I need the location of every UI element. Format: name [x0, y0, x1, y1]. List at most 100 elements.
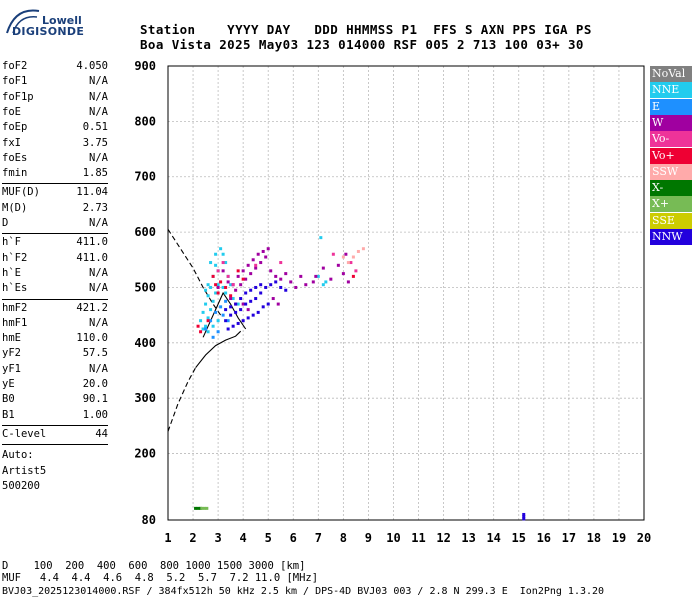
point-e — [214, 310, 218, 314]
param-row: yE 20.0 — [2, 378, 108, 392]
param-key: h`E — [2, 266, 21, 279]
point-nne — [316, 274, 320, 278]
footer-muf-row: MUF 4.4 4.4 4.6 4.8 5.2 5.7 7.2 11.0 [MH… — [2, 572, 319, 584]
point-nne — [219, 247, 223, 251]
point-w — [234, 288, 238, 292]
x-tick-label: 19 — [612, 531, 626, 545]
param-key: fmin — [2, 167, 28, 180]
point-w — [304, 283, 308, 287]
point-w — [241, 302, 245, 306]
param-key: M(D) — [2, 201, 28, 214]
point-nnw — [266, 302, 270, 306]
param-value: N/A — [89, 151, 108, 164]
param-key: fxI — [2, 136, 21, 149]
param-value: 3.75 — [82, 136, 108, 149]
point-vo- — [254, 263, 258, 267]
point-vo+ — [206, 319, 210, 323]
point-nne — [211, 299, 215, 303]
point-nnw — [229, 313, 233, 317]
point-w — [311, 280, 315, 284]
x-tick-label: 11 — [411, 531, 425, 545]
x-tick-label: 1 — [164, 531, 171, 545]
param-key: yF2 — [2, 347, 21, 360]
point-nnw — [256, 310, 260, 314]
point-w — [344, 252, 348, 256]
point-w — [261, 249, 265, 253]
point-w — [289, 280, 293, 284]
point-e — [216, 330, 220, 334]
param-key: C-level — [2, 427, 47, 440]
point-nne — [209, 261, 213, 265]
param-row: hmE 110.0 — [2, 332, 108, 346]
point-nnw — [522, 512, 526, 516]
param-row: fmin 1.85 — [2, 167, 108, 181]
point-x- — [196, 506, 200, 510]
point-ssw — [361, 247, 365, 251]
param-row: h`Es N/A — [2, 282, 108, 296]
param-key: yE — [2, 378, 15, 390]
point-nne — [231, 297, 235, 301]
point-x- — [194, 506, 198, 510]
point-w — [251, 258, 255, 262]
logo-arc-icon — [6, 9, 40, 34]
param-value: 90.1 — [82, 393, 108, 406]
point-w — [226, 280, 230, 284]
point-w — [346, 280, 350, 284]
point-vo+ — [211, 274, 215, 278]
param-row: h`F 411.0 — [2, 236, 108, 250]
point-w — [276, 302, 280, 306]
point-nnw — [244, 302, 248, 306]
param-row: h`F2 411.0 — [2, 252, 108, 266]
point-e — [211, 335, 215, 339]
point-nne — [214, 263, 218, 267]
point-nnw — [251, 313, 255, 317]
param-value: 0.51 — [82, 121, 108, 134]
point-vo+ — [196, 324, 200, 328]
point-w — [284, 272, 288, 276]
param-key: h`F — [2, 236, 21, 249]
point-nne — [206, 294, 210, 298]
point-nne — [204, 288, 208, 292]
param-key: foF1p — [2, 90, 34, 103]
point-vo+ — [224, 285, 228, 289]
point-ssw — [346, 261, 350, 265]
legend: NoVal NNE E W Vo- Vo+ SSW X- X+ SSE NNW — [650, 66, 692, 246]
point-vo+ — [241, 277, 245, 281]
ionogram-chart: 1 2 3 4 5 6 7 8 9 10 11 12 13 14 15 16 17 18 19 20802003004… — [134, 59, 651, 545]
param-value: N/A — [89, 105, 108, 118]
point-nnw — [261, 305, 265, 309]
divider — [2, 444, 108, 446]
point-w — [239, 283, 243, 287]
divider — [2, 183, 108, 185]
point-w — [244, 277, 248, 281]
param-key: foF1 — [2, 75, 28, 88]
param-row: D N/A — [2, 217, 108, 231]
point-vo- — [221, 261, 225, 265]
x-tick-label: 13 — [461, 531, 475, 545]
point-nnw — [249, 299, 253, 303]
logo-brand: Lowell — [42, 14, 82, 27]
legend-item-w: W — [650, 114, 692, 131]
point-nne — [321, 283, 325, 287]
point-w — [279, 277, 283, 281]
legend-item-nne: NNE — [650, 82, 692, 99]
point-nnw — [239, 297, 243, 301]
point-vo- — [231, 283, 235, 287]
param-value: 20.0 — [82, 378, 108, 390]
param-key: hmE — [2, 332, 21, 345]
param-value: 1.00 — [82, 408, 108, 421]
point-nne — [204, 302, 208, 306]
y-tick-label: 300 — [134, 391, 156, 405]
point-nne — [214, 252, 218, 256]
auto-line: Auto: — [2, 449, 34, 462]
point-nnw — [236, 321, 240, 325]
header-line-2: Boa Vista 2025 May03 123 014000 RSF 005 … — [140, 37, 584, 52]
point-nnw — [226, 327, 230, 331]
param-value: 411.0 — [76, 236, 108, 249]
legend-item-vo: Vo- — [650, 131, 692, 148]
parameter-panel: foF2 4.050 foF1 N/A foF1p N/A foE N/A foEp 0.51 fx… — [0, 0, 112, 540]
point-nnw — [254, 297, 258, 301]
point-nne — [206, 330, 210, 334]
param-row: yF1 N/A — [2, 363, 108, 377]
param-value: 1.85 — [82, 167, 108, 180]
